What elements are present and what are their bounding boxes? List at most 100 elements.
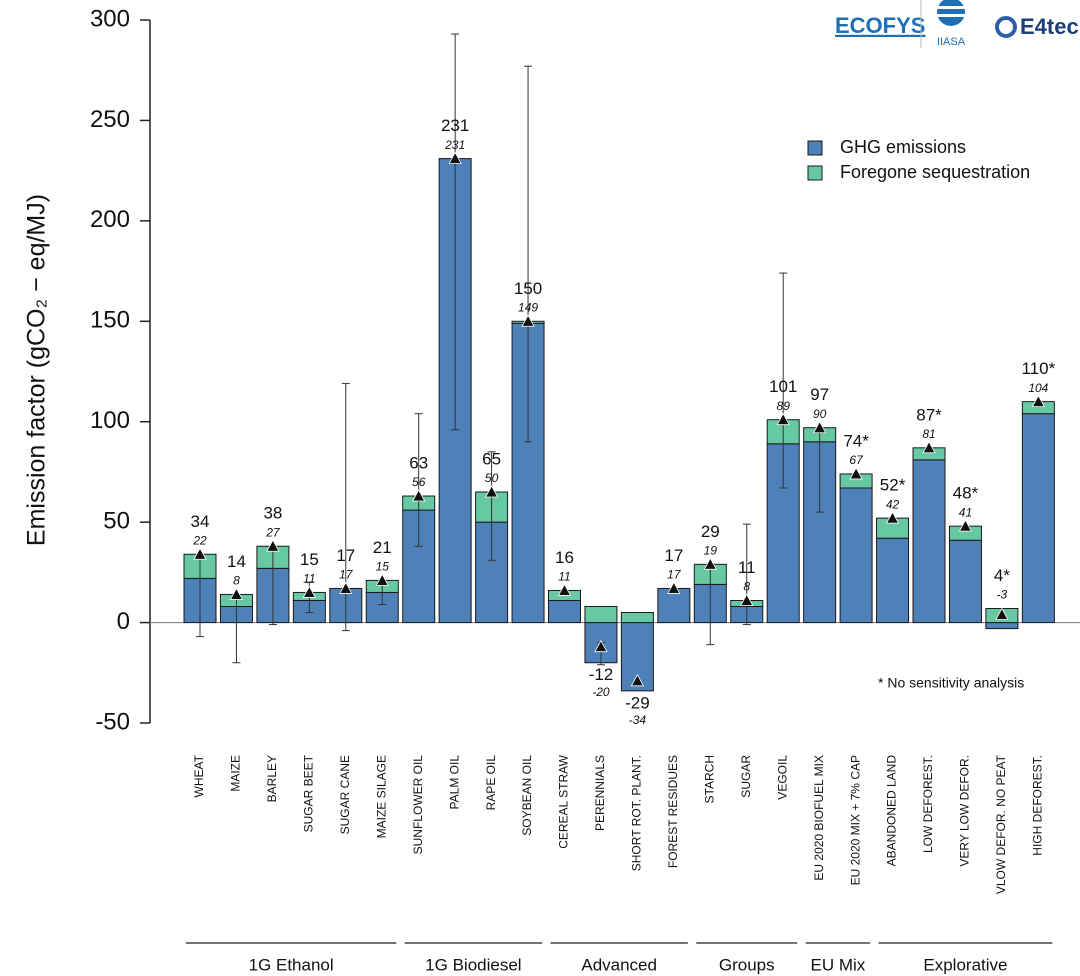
x-tick-label: PALM OIL (447, 755, 461, 810)
total-label: 231 (441, 116, 469, 135)
y-tick-label: 100 (90, 407, 130, 434)
y-tick-label: 200 (90, 206, 130, 233)
y-tick-label: 300 (90, 5, 130, 32)
total-label: 17 (336, 546, 355, 565)
x-tick-label: RAPE OIL (484, 755, 498, 811)
total-marker (521, 314, 535, 327)
x-tick-label: MAIZE SILAGE (374, 755, 388, 838)
ghg-label: 90 (813, 407, 827, 421)
group-label: Groups (719, 955, 775, 974)
x-tick-label: SUGAR CANE (338, 755, 352, 834)
y-tick-label: 150 (90, 307, 130, 334)
x-tick-label: SUNFLOWER OIL (411, 755, 425, 855)
y-tick-label: 50 (103, 507, 130, 534)
group-label: 1G Biodiesel (425, 955, 521, 974)
total-label: 63 (409, 454, 428, 473)
y-tick-label: -50 (95, 708, 130, 735)
total-label: 21 (373, 538, 392, 557)
x-tick-label: PERENNIALS (593, 755, 607, 831)
total-marker (448, 151, 462, 164)
logo-text: IIASA (937, 36, 966, 48)
ghg-label: -34 (629, 713, 647, 727)
bar (1021, 413, 1055, 624)
bar (948, 539, 982, 624)
bar (839, 487, 873, 624)
total-label: 101 (769, 377, 797, 396)
x-tick-label: VERY LOW DEFOR. (958, 755, 972, 867)
ghg-label: 8 (743, 580, 750, 594)
group-label: Advanced (581, 955, 657, 974)
total-marker (229, 587, 244, 600)
ghg-label: 231 (444, 138, 465, 152)
bar (584, 606, 618, 624)
total-marker (703, 557, 717, 570)
total-label: 34 (191, 512, 210, 531)
ghg-label: 19 (704, 543, 718, 557)
total-marker (812, 420, 827, 434)
ghg-label: -20 (592, 685, 610, 699)
ghg-label: 15 (376, 560, 390, 574)
total-marker (339, 581, 353, 594)
ghg-label: 56 (412, 475, 426, 489)
total-label: 15 (300, 550, 319, 569)
ghg-label: 11 (303, 572, 315, 586)
x-tick-label: MAIZE (229, 755, 243, 792)
total-label: 150 (514, 279, 542, 298)
total-marker (667, 581, 681, 594)
total-marker (995, 607, 1009, 620)
total-marker (302, 585, 317, 598)
total-marker (885, 511, 900, 524)
ghg-label: 17 (339, 568, 354, 582)
logo-icon (936, 0, 966, 26)
total-label: 48* (953, 484, 979, 503)
logo-text: ECOFYS (835, 13, 925, 38)
total-label: 16 (555, 548, 574, 567)
footnote: * No sensitivity analysis (878, 675, 1024, 691)
x-tick-label: ABANDONED LAND (885, 755, 899, 867)
total-marker (1031, 394, 1046, 408)
legend-label: Foregone sequestration (840, 162, 1030, 182)
x-tick-label: STARCH (702, 755, 716, 803)
bar (657, 587, 691, 624)
ghg-label: 81 (922, 427, 935, 441)
ghg-label: 50 (485, 471, 499, 485)
total-marker (958, 519, 973, 532)
ghg-label: 17 (667, 568, 682, 582)
total-marker (849, 467, 863, 480)
ghg-label: 104 (1028, 381, 1048, 395)
total-marker (412, 489, 426, 502)
x-tick-label: SHORT ROT. PLANT. (630, 755, 644, 871)
legend-swatch (807, 165, 823, 181)
y-axis-label: Emission factor (gCO₂ − eq/MJ) (23, 194, 51, 546)
x-tick-label: WHEAT (192, 754, 206, 797)
total-label: 29 (701, 522, 720, 541)
x-tick-label: VEGOIL (775, 755, 789, 800)
legend-label: GHG emissions (840, 137, 966, 157)
legend-swatch (807, 140, 823, 156)
total-marker (594, 639, 608, 653)
bar (912, 459, 946, 624)
total-label: 110* (1021, 359, 1055, 378)
bar (985, 622, 1019, 630)
total-marker (557, 583, 572, 596)
ghg-label: 67 (849, 453, 864, 467)
total-marker (375, 573, 389, 586)
total-marker (630, 673, 645, 687)
total-marker (266, 539, 280, 552)
y-tick-label: 250 (90, 106, 130, 133)
x-tick-label: SUGAR BEET (302, 754, 316, 832)
bar (876, 537, 910, 624)
total-marker (484, 485, 499, 498)
total-label: 97 (810, 385, 829, 404)
ghg-label: 11 (558, 570, 570, 584)
x-tick-label: CEREAL STRAW (557, 754, 571, 848)
x-tick-label: HIGH DEFOREST. (1031, 755, 1045, 856)
ghg-label: 22 (192, 533, 207, 547)
total-label: 38 (263, 504, 282, 523)
total-label: 74* (843, 431, 869, 450)
x-tick-label: FOREST RESIDUES (666, 755, 680, 868)
ghg-label: 27 (265, 525, 281, 539)
bar (620, 612, 654, 624)
y-tick-label: 0 (117, 608, 130, 635)
ghg-label: 41 (959, 505, 972, 519)
